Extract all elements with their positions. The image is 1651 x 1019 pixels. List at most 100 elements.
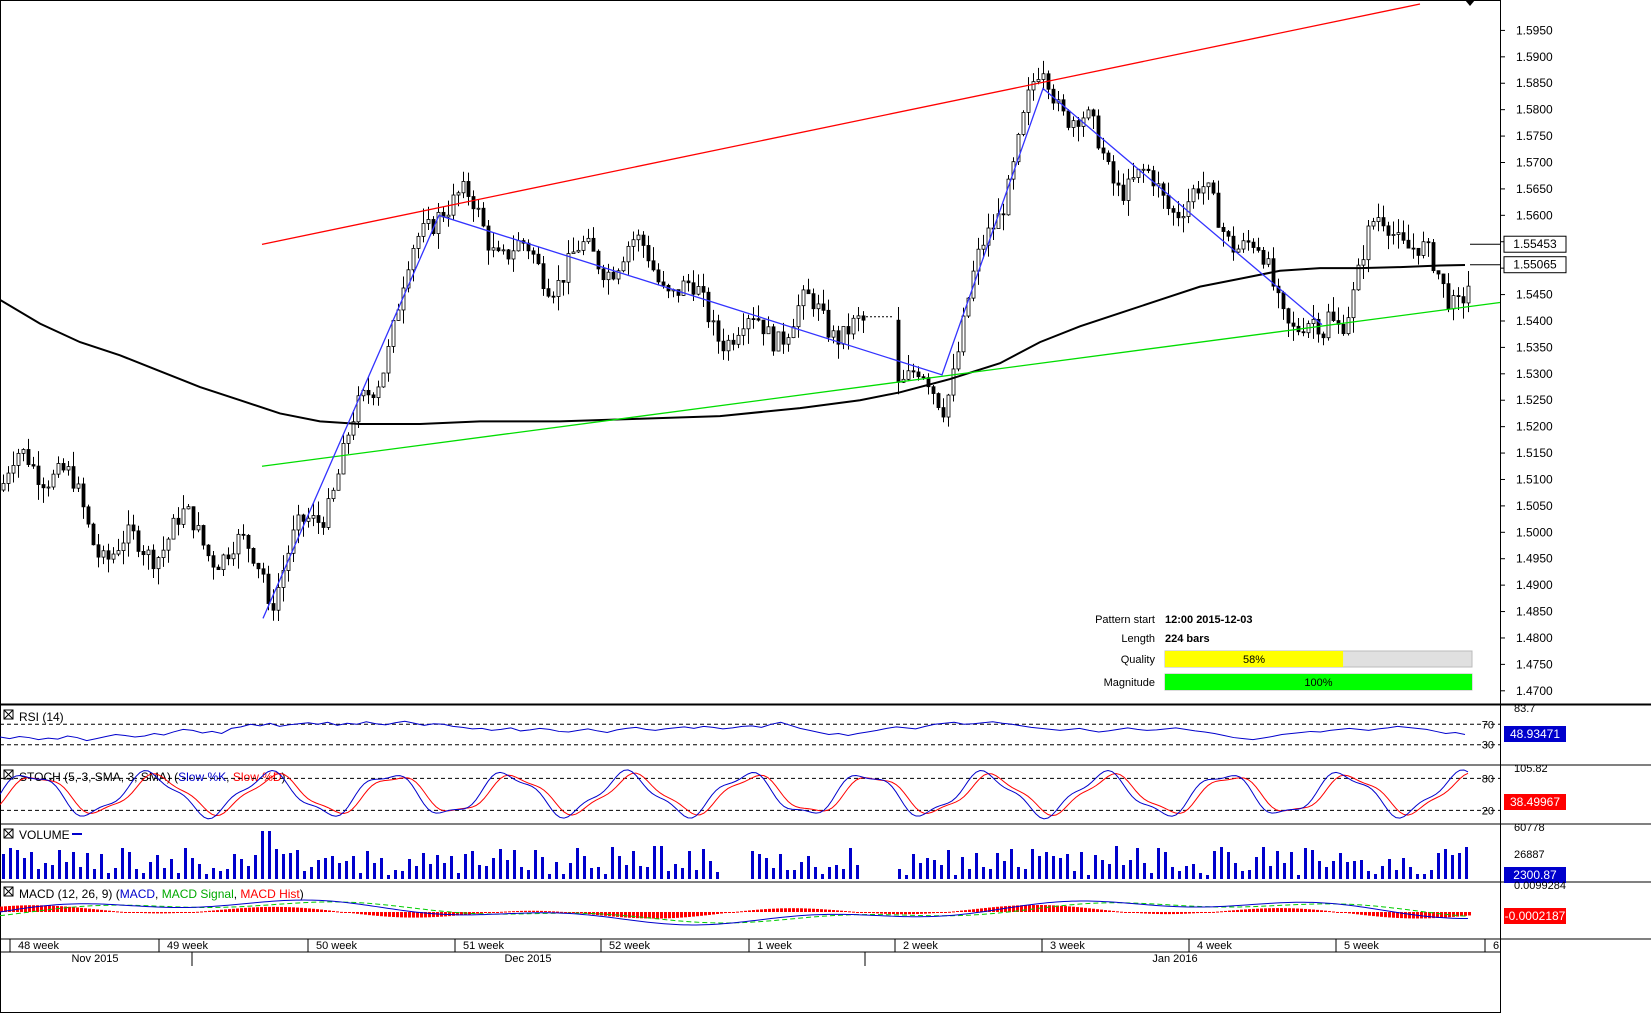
- macd-hist-bar: [484, 912, 487, 914]
- candle-body: [906, 370, 911, 380]
- macd-hist-bar: [1176, 912, 1179, 914]
- volume-bar: [443, 863, 446, 879]
- candle-body: [511, 250, 516, 260]
- candle-body: [1421, 241, 1426, 256]
- volume-bar: [632, 851, 635, 879]
- candle-body: [746, 318, 751, 330]
- macd-hist-bar: [84, 908, 87, 912]
- volume-bar: [786, 870, 789, 879]
- macd-hist-bar: [520, 910, 523, 912]
- candle-body: [1186, 201, 1191, 217]
- macd-hist-bar: [120, 911, 123, 913]
- macd-hist-bar: [648, 912, 651, 919]
- macd-hist-bar: [184, 912, 187, 913]
- macd-hist-bar: [1440, 912, 1443, 918]
- macd-hist-bar: [8, 905, 11, 912]
- candle-body: [1021, 112, 1026, 135]
- stoch-slow-d-line: [0, 772, 1469, 817]
- volume-bar: [1066, 854, 1069, 879]
- volume-bar: [1332, 861, 1335, 879]
- macd-hist-bar: [1196, 912, 1199, 914]
- volume-bar: [471, 851, 474, 879]
- stoch-top-label: 105.82: [1514, 763, 1548, 775]
- volume-bar: [674, 864, 677, 879]
- macd-hist-bar: [1388, 912, 1391, 918]
- macd-hist-bar: [704, 912, 707, 916]
- candle-body: [471, 196, 476, 210]
- macd-hist-bar: [540, 910, 543, 912]
- candle-body: [1166, 194, 1171, 209]
- volume-bar: [1262, 847, 1265, 879]
- candle-body: [171, 517, 176, 540]
- volume-bar: [793, 870, 796, 879]
- macd-top-label: 0.0099284: [1514, 880, 1566, 892]
- volume-bar: [422, 853, 425, 879]
- candle-body: [1066, 110, 1071, 128]
- volume-bar: [1087, 875, 1090, 879]
- macd-hist-bar: [1284, 908, 1287, 912]
- macd-hist-bar: [712, 912, 715, 915]
- candle-body: [221, 554, 226, 571]
- candle-body: [6, 472, 11, 484]
- candle-body: [571, 251, 576, 254]
- candle-body: [156, 557, 161, 570]
- macd-hist-bar: [1408, 912, 1411, 919]
- volume-bar: [912, 854, 915, 879]
- candle-body: [651, 260, 656, 271]
- macd-hist-bar: [736, 911, 739, 913]
- candle-body: [426, 219, 431, 224]
- macd-hist-bar: [968, 909, 971, 912]
- macd-hist-bar: [1424, 912, 1427, 919]
- volume-bar: [1115, 846, 1118, 879]
- volume-bar: [23, 858, 26, 879]
- candle-body: [861, 315, 866, 321]
- macd-hist-bar: [1192, 912, 1195, 914]
- volume-bar: [401, 871, 404, 879]
- macd-hist-bar: [312, 908, 315, 912]
- macd-hist-bar: [1068, 906, 1071, 912]
- rsi-level-label: 70: [1482, 719, 1494, 731]
- macd-hist-bar: [904, 912, 907, 915]
- macd-hist-bar: [1292, 908, 1295, 912]
- candle-body: [231, 553, 236, 560]
- macd-hist-bar: [168, 912, 171, 914]
- volume-bar: [100, 854, 103, 879]
- volume-bar: [1171, 867, 1174, 879]
- candle-body: [986, 227, 991, 246]
- candle-body: [1131, 177, 1136, 180]
- candle-body: [1406, 239, 1411, 249]
- candle-body: [271, 603, 276, 611]
- y-tick-label: 1.5400: [1516, 314, 1553, 328]
- macd-hist-bar: [1236, 909, 1239, 912]
- volume-bar: [65, 862, 68, 879]
- macd-hist-bar: [140, 912, 143, 914]
- volume-bar: [1073, 871, 1076, 879]
- candle-body: [1416, 247, 1421, 256]
- macd-hist-bar: [1152, 912, 1155, 914]
- candle-body: [1456, 295, 1461, 298]
- candle-body: [86, 506, 91, 525]
- x-week-label: 50 week: [316, 940, 357, 952]
- macd-hist-bar: [828, 909, 831, 912]
- price-label-box: [1503, 235, 1567, 253]
- volume-bar: [226, 869, 229, 879]
- candle-body: [1261, 249, 1266, 265]
- macd-hist-bar: [116, 911, 119, 913]
- macd-hist-bar: [748, 910, 751, 912]
- y-tick-label: 1.5150: [1516, 446, 1553, 460]
- volume-bar: [1381, 866, 1384, 879]
- macd-hist-bar: [544, 911, 547, 913]
- volume-bar: [583, 856, 586, 879]
- volume-bar: [1129, 860, 1132, 879]
- macd-hist-bar: [932, 912, 935, 914]
- volume-bar: [898, 869, 901, 879]
- volume-bar: [653, 846, 656, 879]
- macd-hist-bar: [1116, 911, 1119, 913]
- macd-hist-bar: [680, 912, 683, 918]
- macd-hist-bar: [1332, 911, 1335, 913]
- y-tick-label: 1.5000: [1516, 525, 1553, 539]
- volume-bar: [954, 875, 957, 879]
- macd-hist-bar: [164, 912, 167, 914]
- candle-body: [506, 249, 511, 260]
- volume-bar: [338, 863, 341, 879]
